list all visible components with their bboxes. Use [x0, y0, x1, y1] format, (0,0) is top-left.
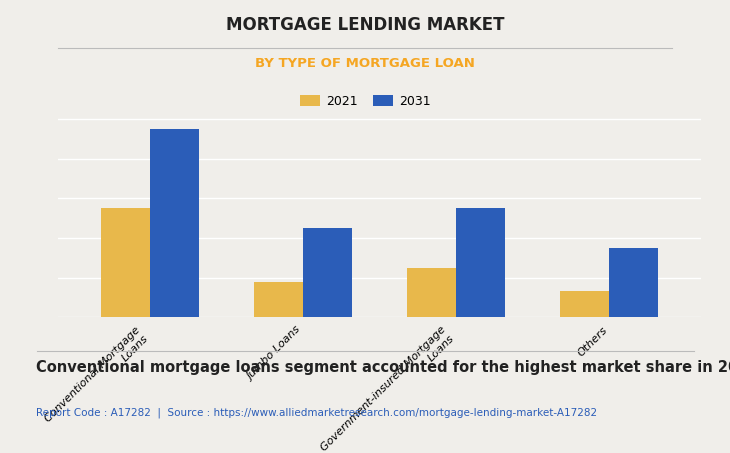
- Bar: [101, 208, 150, 317]
- Bar: [150, 129, 199, 317]
- Text: BY TYPE OF MORTGAGE LOAN: BY TYPE OF MORTGAGE LOAN: [255, 57, 475, 70]
- Bar: [407, 268, 456, 317]
- Bar: [609, 248, 658, 317]
- Text: Report Code : A17282  |  Source : https://www.alliedmarketresearch.com/mortgage-: Report Code : A17282 | Source : https://…: [36, 408, 598, 418]
- Bar: [560, 291, 609, 317]
- Bar: [456, 208, 505, 317]
- Bar: [254, 281, 303, 317]
- Bar: [303, 228, 352, 317]
- Text: Conventional mortgage loans segment accounted for the highest market share in 20: Conventional mortgage loans segment acco…: [36, 360, 730, 375]
- Legend: 2021, 2031: 2021, 2031: [295, 90, 435, 113]
- Text: MORTGAGE LENDING MARKET: MORTGAGE LENDING MARKET: [226, 16, 504, 34]
